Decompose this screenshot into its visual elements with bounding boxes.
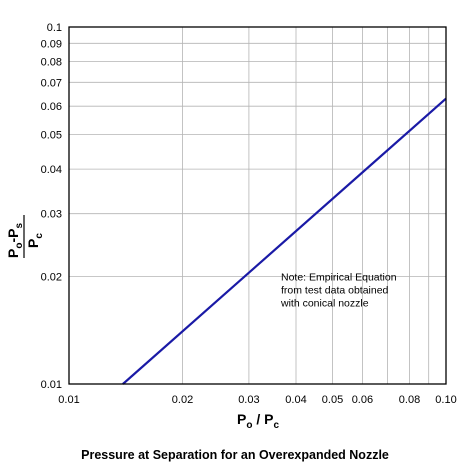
x-tick-label: 0.10: [435, 394, 456, 406]
chart-caption: Pressure at Separation for an Overexpand…: [81, 448, 389, 462]
y-tick-label: 0.04: [41, 164, 62, 176]
y-tick-label: 0.07: [41, 77, 62, 89]
x-tick-label: 0.05: [322, 394, 343, 406]
y-tick-label: 0.06: [41, 101, 62, 113]
plot-frame: [68, 26, 447, 385]
grid-layer: [69, 27, 446, 384]
y-axis-label: Po-Ps Pc: [5, 215, 45, 258]
series-line: [122, 97, 447, 385]
x-tick-label: 0.03: [238, 394, 259, 406]
y-tick-label: 0.09: [41, 38, 62, 50]
y-tick-label: 0.01: [41, 379, 62, 391]
annotation-line: with conical nozzle: [280, 298, 369, 310]
x-axis-label: Po / Pc: [237, 411, 279, 431]
y-tick-label: 0.08: [41, 57, 62, 69]
x-tick-label: 0.08: [399, 394, 420, 406]
y-tick-label: 0.03: [41, 209, 62, 221]
x-tick-label: 0.06: [352, 394, 373, 406]
y-tick-label: 0.05: [41, 130, 62, 142]
chart: 0.010.020.030.040.050.060.070.080.090.1 …: [5, 22, 457, 431]
y-tick-labels: 0.01 0.02 0.03 0.04 0.05 0.06 0.07 0.08 0.09 0.1: [41, 22, 62, 391]
series-layer: [122, 97, 447, 385]
y-axis-label-denominator: Pc: [25, 233, 45, 248]
y-axis-label-numerator: Po-Ps: [5, 223, 25, 258]
plot-area: [69, 27, 446, 384]
x-tick-labels: 0.01 0.02 0.03 0.04 0.05 0.06 0.08 0.10: [58, 394, 456, 406]
annotation-line: from test data obtained: [281, 285, 389, 297]
y-tick-label: 0.02: [41, 272, 62, 284]
annotation-line: Note: Empirical Equation: [281, 272, 397, 284]
x-tick-label: 0.01: [58, 394, 79, 406]
x-tick-label: 0.02: [172, 394, 193, 406]
y-tick-label: 0.1: [47, 22, 62, 34]
x-tick-label: 0.04: [285, 394, 306, 406]
